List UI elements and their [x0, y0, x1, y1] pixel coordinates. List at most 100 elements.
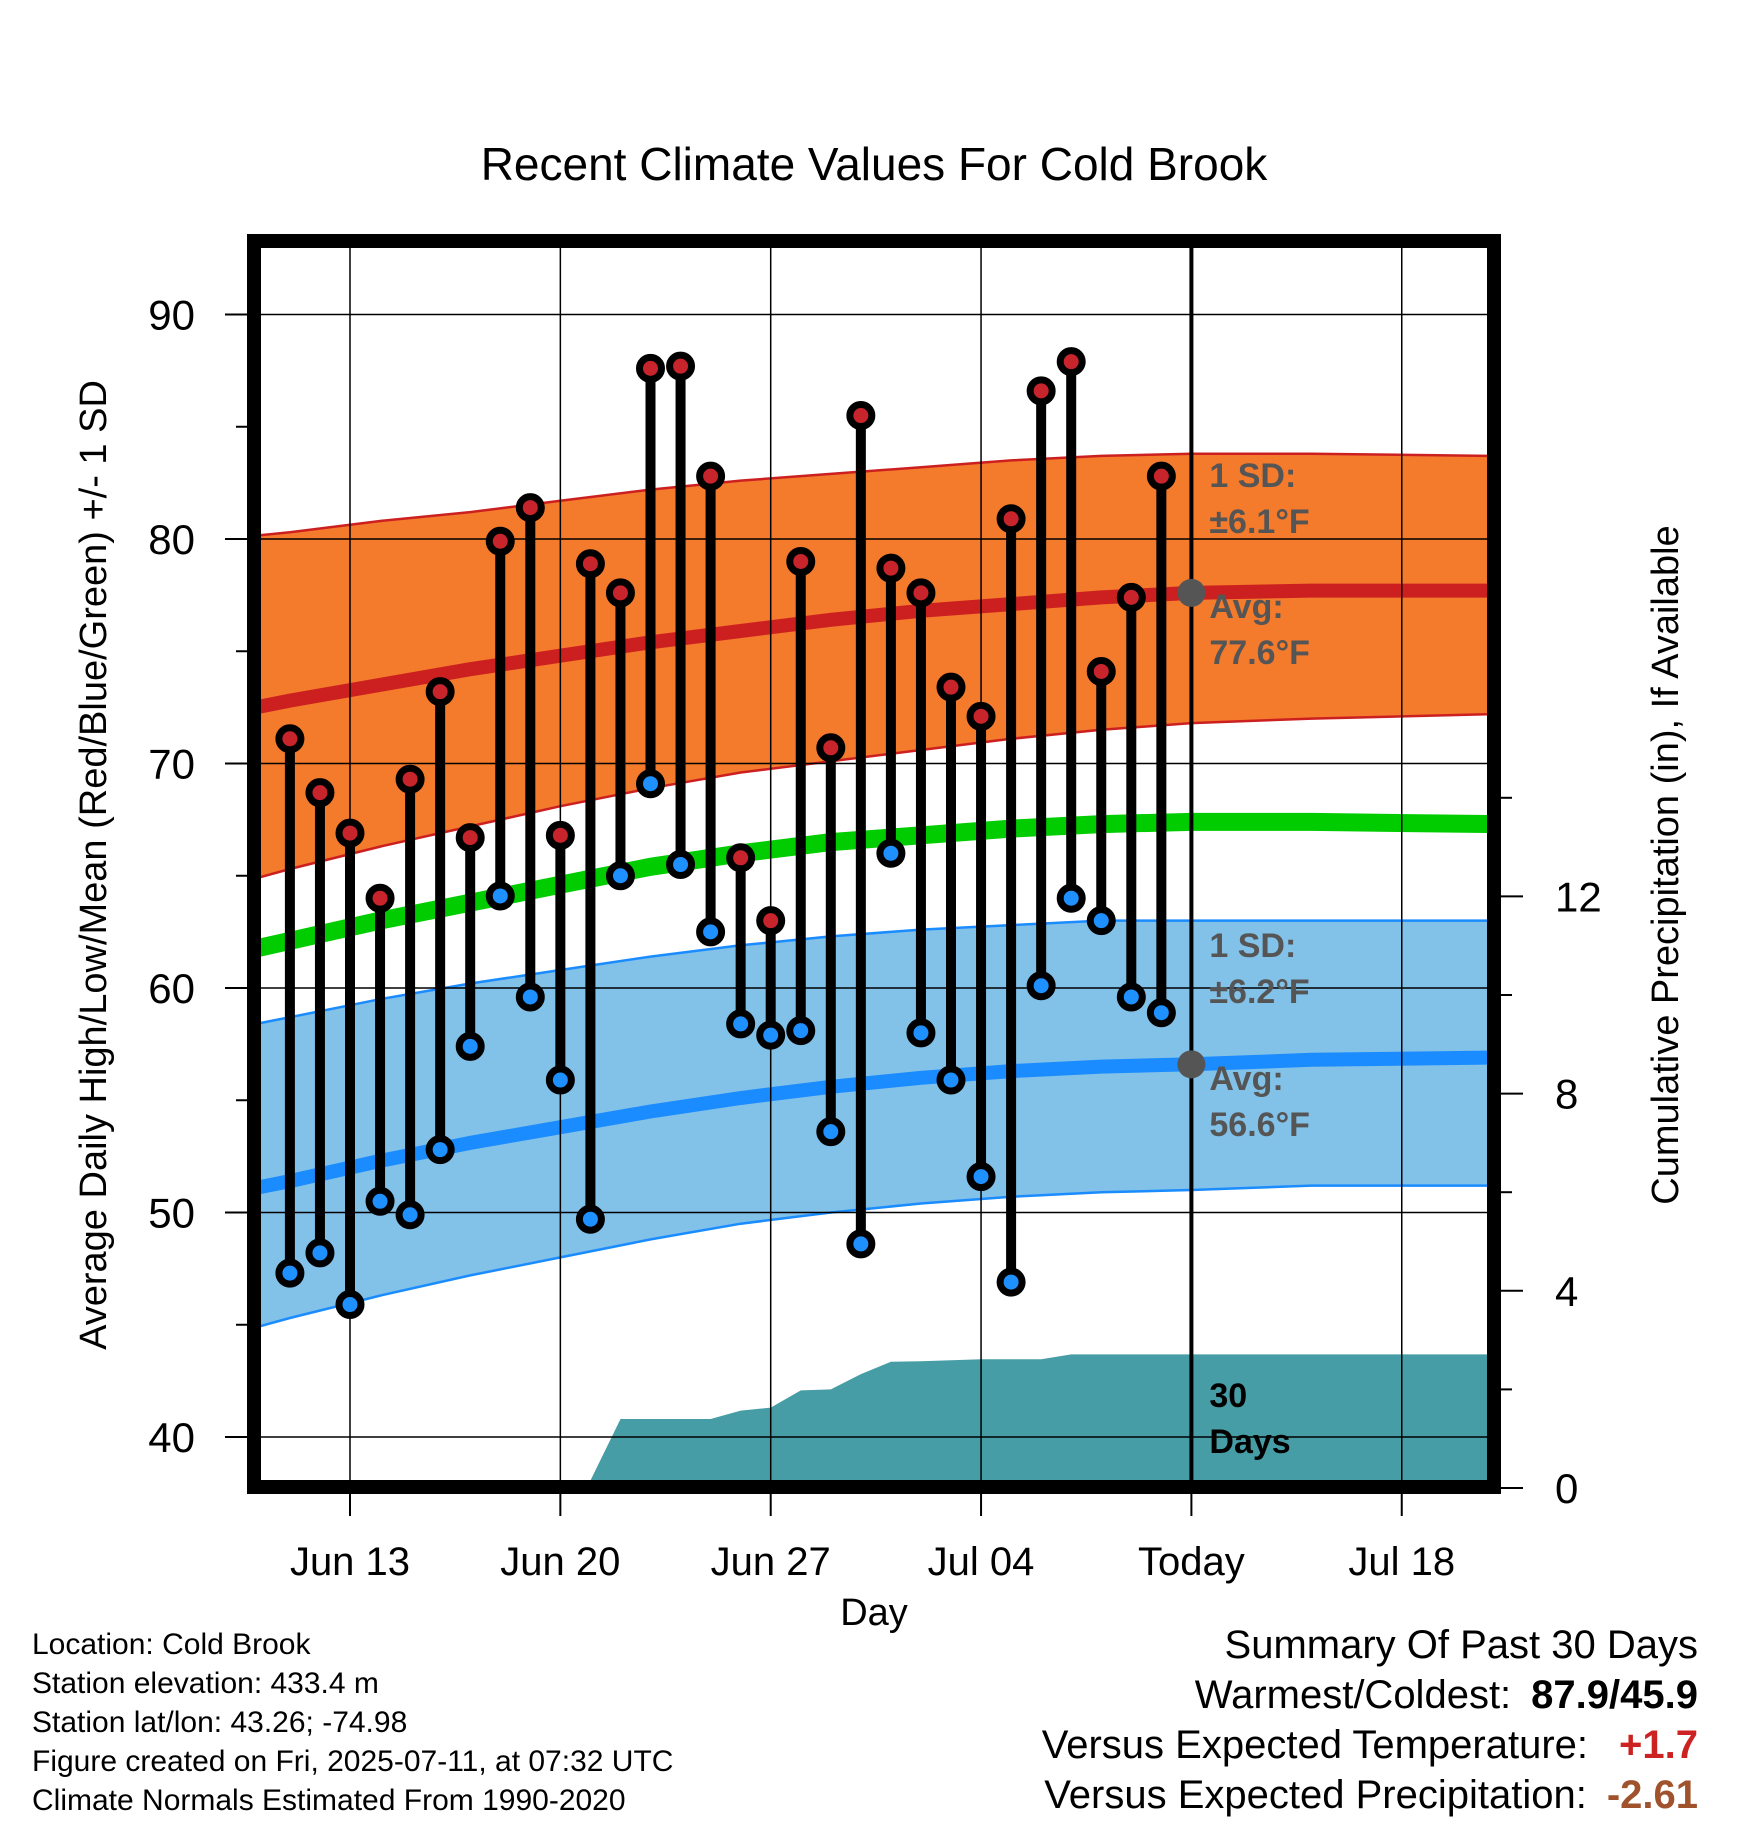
- low-temp-point: [1026, 971, 1056, 1001]
- low-temp-point: [696, 917, 726, 947]
- normals-text: Climate Normals Estimated From 1990-2020: [32, 1784, 626, 1817]
- y-tick-label: 50: [148, 1190, 195, 1237]
- plot-frame: [247, 234, 1501, 1494]
- high-temp-point: [485, 526, 515, 556]
- high-temp-point: [966, 701, 996, 731]
- temp-vs-expected-label: Versus Expected Temperature:: [1041, 1723, 1588, 1767]
- low-normal-line: [261, 1050, 1487, 1194]
- low-sd-value: ±6.2°F: [1209, 973, 1309, 1011]
- precipitation-area: [261, 1354, 1487, 1480]
- x-axis-label: Day: [840, 1592, 908, 1634]
- low-temp-point: [335, 1290, 365, 1320]
- high-temp-point: [876, 553, 906, 583]
- y2-tick-label: 8: [1555, 1071, 1578, 1118]
- low-temp-point: [1116, 982, 1146, 1012]
- y2-tick-label: 0: [1555, 1465, 1578, 1512]
- today-high-normal-marker: [1177, 578, 1206, 607]
- x-tick-label: Jun 20: [500, 1540, 620, 1584]
- high-temp-point: [575, 549, 605, 579]
- low-temp-point: [455, 1031, 485, 1061]
- high-temp-point: [906, 578, 936, 608]
- y2-tick-label: 4: [1555, 1268, 1578, 1315]
- high-temp-point: [1146, 461, 1176, 491]
- y2-axis-label: Cumulative Precipitation (in), If Availa…: [1645, 525, 1687, 1204]
- low-temp-point: [515, 982, 545, 1012]
- y-tick-label: 40: [148, 1414, 195, 1461]
- x-tick-label: Today: [1138, 1540, 1245, 1584]
- y-tick-label: 90: [148, 292, 195, 339]
- high-temp-point: [605, 578, 635, 608]
- high-temp-point: [666, 351, 696, 381]
- high-sd-band: [261, 453, 1487, 877]
- x-tick-label: Jul 04: [928, 1540, 1035, 1584]
- low-temp-point: [1056, 883, 1086, 913]
- warmest-coldest-label: Warmest/Coldest:: [1194, 1673, 1512, 1717]
- high-temp-point: [1056, 347, 1086, 377]
- low-avg-label: Avg:: [1209, 1060, 1283, 1098]
- elevation-text: Station elevation: 433.4 m: [32, 1667, 379, 1700]
- low-temp-point: [395, 1200, 425, 1230]
- low-temp-point: [936, 1065, 966, 1095]
- station-info: Location: Cold Brook Station elevation: …: [32, 1625, 673, 1820]
- chart-title: Recent Climate Values For Cold Brook: [481, 138, 1269, 190]
- low-temp-point: [906, 1018, 936, 1048]
- low-temp-point: [305, 1238, 335, 1268]
- high-temp-point: [846, 401, 876, 431]
- summary-title: Summary Of Past 30 Days: [1224, 1623, 1698, 1667]
- low-temp-point: [756, 1020, 786, 1050]
- low-temp-point: [876, 838, 906, 868]
- high-temp-point: [816, 733, 846, 763]
- plot-area: 1 SD: ±6.1°F Avg: 77.6°F 1 SD: ±6.2°F Avg: 56.6…: [148, 234, 1602, 1584]
- y2-tick-label: 12: [1555, 873, 1602, 920]
- y-tick-label: 70: [148, 741, 195, 788]
- low-temp-point: [966, 1162, 996, 1192]
- x-tick-label: Jun 27: [711, 1540, 831, 1584]
- today-low-normal-marker: [1177, 1050, 1206, 1079]
- low-temp-point: [846, 1229, 876, 1259]
- low-temp-point: [786, 1016, 816, 1046]
- temp-vs-expected-row: Versus Expected Temperature: +1.7: [1042, 1720, 1698, 1770]
- days-unit-label: Days: [1209, 1423, 1290, 1461]
- x-tick-label: Jul 18: [1348, 1540, 1455, 1584]
- low-sd-band: [261, 920, 1487, 1326]
- high-temp-point: [335, 818, 365, 848]
- low-temp-point: [365, 1186, 395, 1216]
- high-sd-value: ±6.1°F: [1209, 503, 1309, 541]
- days-count-label: 30: [1209, 1377, 1247, 1415]
- low-temp-point: [726, 1009, 756, 1039]
- low-temp-point: [425, 1135, 455, 1165]
- high-sd-band-upper-edge: [261, 452, 1487, 537]
- low-avg-value: 56.6°F: [1209, 1106, 1310, 1144]
- high-temp-point: [305, 778, 335, 808]
- mean-normal-line: [261, 812, 1487, 957]
- precip-vs-expected-value: -2.61: [1606, 1773, 1698, 1817]
- high-temp-point: [515, 493, 545, 523]
- high-temp-point: [696, 461, 726, 491]
- high-sd-band-lower-edge: [261, 712, 1487, 879]
- low-temp-point: [816, 1117, 846, 1147]
- temp-vs-expected-value: +1.7: [1619, 1723, 1698, 1767]
- high-normal-line: [261, 583, 1487, 714]
- high-temp-point: [936, 672, 966, 702]
- low-temp-point: [485, 881, 515, 911]
- high-temp-point: [545, 820, 575, 850]
- y-axis-label: Average Daily High/Low/Mean (Red/Blue/Gr…: [73, 380, 115, 1350]
- high-temp-point: [756, 906, 786, 936]
- summary-panel: Summary Of Past 30 Days Warmest/Coldest:…: [1042, 1620, 1698, 1820]
- low-sd-label: 1 SD:: [1209, 927, 1296, 965]
- low-temp-point: [275, 1258, 305, 1288]
- high-temp-point: [395, 764, 425, 794]
- precip-vs-expected-label: Versus Expected Precipitation:: [1044, 1773, 1587, 1817]
- plot-clipped-layer: [261, 248, 1487, 1480]
- high-temp-point: [996, 504, 1026, 534]
- low-sd-band-lower-edge: [261, 1184, 1487, 1328]
- low-temp-point: [636, 769, 665, 799]
- high-avg-label: Avg:: [1209, 588, 1283, 626]
- low-temp-point: [605, 861, 635, 891]
- low-sd-band-upper-edge: [261, 919, 1487, 1025]
- high-temp-point: [1026, 376, 1056, 406]
- high-temp-point: [1116, 582, 1146, 612]
- warmest-coldest-row: Warmest/Coldest: 87.9/45.9: [1042, 1670, 1698, 1720]
- low-temp-point: [996, 1267, 1026, 1297]
